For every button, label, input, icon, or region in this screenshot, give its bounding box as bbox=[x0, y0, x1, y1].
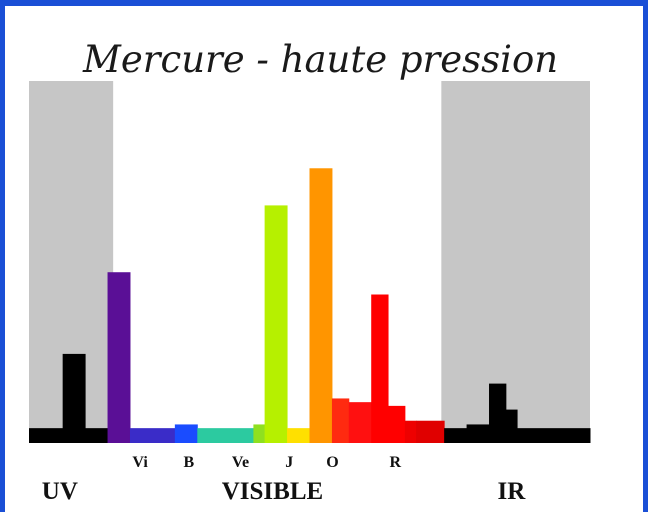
spectrum-bar bbox=[466, 424, 490, 443]
region-shade-ir bbox=[441, 81, 590, 443]
spectrum-bar bbox=[309, 168, 333, 443]
spectrum-chart: Mercure - haute pression Vi B Ve J O R UV VISI… bbox=[29, 38, 591, 505]
spectrum-bar bbox=[489, 383, 507, 443]
spectrum-bar bbox=[287, 428, 310, 443]
spectrum-bar bbox=[416, 420, 445, 443]
spectrum-bar bbox=[517, 428, 591, 443]
spectrum-bar bbox=[129, 428, 176, 443]
spectrum-bar bbox=[444, 428, 468, 443]
color-tick-label: Vi bbox=[132, 454, 148, 471]
spectrum-bar bbox=[388, 405, 406, 443]
spectrum-bar bbox=[348, 402, 372, 443]
region-label-visible: VISIBLE bbox=[222, 478, 323, 505]
spectrum-bar bbox=[505, 409, 518, 443]
color-tick-label: Ve bbox=[232, 454, 249, 471]
chart-title: Mercure - haute pression bbox=[82, 38, 558, 81]
spectrum-bar bbox=[264, 205, 288, 443]
spectrum-bar bbox=[85, 428, 109, 443]
spectrum-bar bbox=[29, 428, 64, 443]
spectrum-bar bbox=[331, 398, 350, 443]
spectrum-bar bbox=[107, 272, 131, 443]
spectrum-bar bbox=[174, 424, 198, 443]
spectrum-bar bbox=[62, 353, 86, 443]
spectrum-bar bbox=[371, 294, 389, 443]
color-tick-label: R bbox=[390, 454, 402, 471]
color-tick-label: O bbox=[326, 454, 338, 471]
spectrum-bar bbox=[253, 424, 266, 443]
chart-frame: Mercure - haute pression Vi B Ve J O R UV VISI… bbox=[5, 6, 643, 512]
color-tick-label: J bbox=[285, 454, 293, 471]
spectrum-bar bbox=[197, 428, 254, 443]
spectrum-bar bbox=[404, 420, 417, 443]
color-tick-label: B bbox=[184, 454, 195, 471]
region-label-uv: UV bbox=[42, 478, 78, 505]
region-label-ir: IR bbox=[498, 478, 527, 505]
